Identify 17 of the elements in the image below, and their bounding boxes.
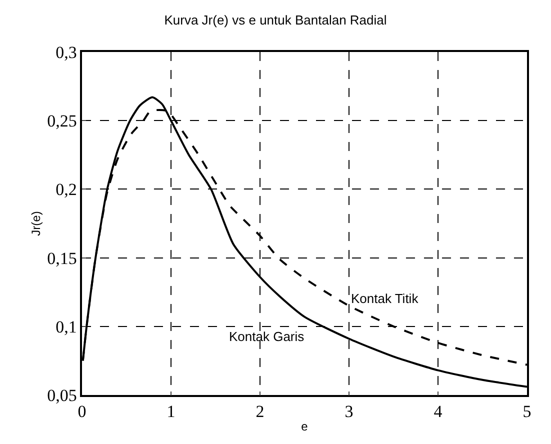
y-tick-label: 0,2 [56,180,77,200]
y-axis-title: Jr(e) [28,211,43,236]
chart-title: Kurva Jr(e) vs e untuk Bantalan Radial [164,12,387,28]
series-label: Kontak Titik [351,291,419,306]
series-label: Kontak Garis [229,329,305,344]
y-tick-label: 0,25 [47,112,77,131]
x-tick-label: 2 [256,402,264,422]
x-tick-label: 3 [344,402,354,422]
x-tick-label: 5 [522,402,532,422]
x-tick-label: 1 [166,402,176,422]
y-tick-label: 0,1 [56,317,77,336]
x-tick-label: 0 [78,402,86,422]
y-tick-label: 0,3 [56,42,77,62]
x-axis-title: e [301,420,308,434]
x-tick-label: 4 [434,402,443,422]
y-tick-label: 0,15 [47,248,77,268]
y-tick-label: 0,05 [47,386,77,405]
